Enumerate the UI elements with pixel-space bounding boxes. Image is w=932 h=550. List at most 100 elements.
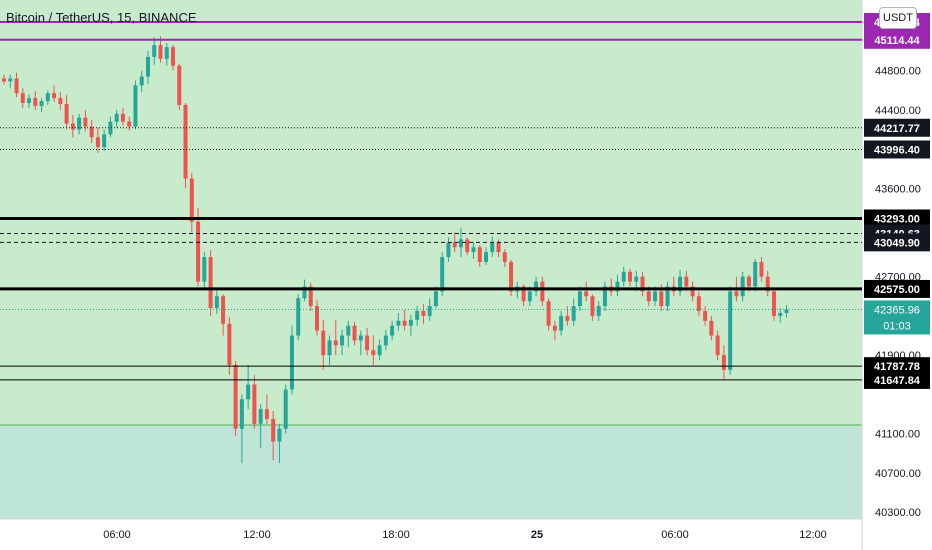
candle-body: [289, 335, 294, 390]
candle-body: [771, 291, 776, 316]
candle-body: [340, 335, 345, 346]
candle-body: [177, 65, 182, 105]
currency-button[interactable]: USDT: [879, 7, 917, 29]
candle-body: [746, 276, 751, 287]
candle-body: [703, 311, 708, 321]
candle-body: [415, 311, 420, 320]
candle-body: [8, 78, 13, 82]
candle-body: [296, 298, 301, 336]
candle-body: [183, 104, 188, 179]
candle-body: [371, 350, 376, 356]
time-axis: [0, 519, 862, 550]
candle-body: [33, 98, 38, 106]
candle-body: [540, 281, 545, 302]
candle-body: [77, 117, 82, 130]
price-line-label-box: [864, 209, 930, 228]
candle-body: [690, 286, 695, 297]
candle-body: [202, 257, 207, 282]
candle-body: [753, 261, 758, 287]
candle-body: [346, 325, 351, 336]
candle-body: [89, 126, 94, 138]
candle-body: [502, 252, 507, 262]
y-tick-label: 41100.00: [875, 429, 920, 441]
candle-body: [778, 312, 783, 316]
candle-body: [315, 306, 319, 331]
y-tick-label: 40700.00: [875, 468, 921, 480]
candle-body: [52, 93, 57, 99]
candle-body: [58, 98, 63, 104]
y-tick-label: 40300.00: [875, 507, 921, 519]
candle-body: [333, 340, 338, 346]
candle-body: [227, 323, 232, 365]
candle-body: [721, 355, 726, 370]
candle-body: [83, 117, 88, 127]
candle-body: [559, 315, 564, 331]
candle-body: [446, 242, 451, 258]
candle-body: [20, 93, 25, 104]
candle-body: [246, 384, 251, 400]
candle-body: [252, 384, 257, 424]
candle-body: [70, 123, 75, 130]
candle-body: [421, 311, 426, 316]
candle-body: [634, 276, 639, 282]
candle-body: [628, 271, 632, 282]
candle-body: [784, 309, 789, 313]
price-line-label-box: [864, 30, 930, 49]
price-line-label: 43049.90: [874, 237, 920, 249]
price-line-label: 43293.00: [874, 213, 920, 225]
price-line-label: 42575.00: [874, 284, 920, 296]
candle-body: [465, 239, 470, 253]
candle-body: [221, 296, 226, 324]
y-tick-label: 43600.00: [875, 183, 921, 195]
candle-body: [358, 335, 363, 341]
x-tick-label: 25: [531, 529, 543, 541]
candle-body: [264, 409, 269, 419]
candle-body: [571, 306, 576, 321]
candle-body: [120, 113, 125, 122]
candle-body: [152, 45, 157, 57]
candle-body: [678, 276, 683, 292]
candle-body: [759, 261, 764, 277]
price-line-label-box: [864, 279, 930, 298]
candle-body: [684, 276, 689, 287]
price-line-label-box: [864, 233, 930, 252]
candle-body: [164, 47, 169, 59]
candle-body: [145, 56, 150, 77]
candle-body: [471, 247, 476, 253]
candle-body: [715, 335, 720, 356]
candle-body: [458, 239, 463, 248]
candle-body: [565, 315, 570, 321]
candle-body: [271, 418, 276, 442]
candle-body: [196, 221, 201, 282]
countdown-label: 01:03: [883, 320, 911, 332]
current-price-label: 42365.96: [874, 304, 920, 316]
candle-body: [114, 113, 119, 122]
candle-body: [546, 301, 551, 326]
candle-body: [139, 76, 144, 86]
candle-body: [214, 296, 219, 309]
candle-body: [740, 276, 745, 297]
y-tick-label: 44800.00: [875, 66, 921, 78]
candle-body: [14, 78, 19, 94]
x-tick-label: 12:00: [243, 529, 271, 541]
candle-body: [496, 242, 501, 253]
candle-body: [646, 291, 651, 302]
candle-body: [640, 276, 645, 292]
candle-body: [327, 340, 332, 356]
candle-body: [709, 320, 714, 336]
candle-body: [283, 389, 288, 429]
candle-body: [365, 335, 370, 351]
candle-body: [728, 291, 733, 370]
candle-body: [440, 257, 445, 292]
candle-body: [239, 399, 244, 429]
candle-body: [596, 306, 601, 316]
zone-band: [0, 425, 862, 519]
candle-body: [308, 286, 313, 307]
candle-body: [39, 101, 44, 106]
candle-body: [277, 428, 282, 442]
candle-body: [127, 121, 132, 127]
y-tick-label: 44400.00: [875, 105, 921, 117]
candle-body: [189, 178, 194, 222]
candle-body: [102, 134, 107, 148]
